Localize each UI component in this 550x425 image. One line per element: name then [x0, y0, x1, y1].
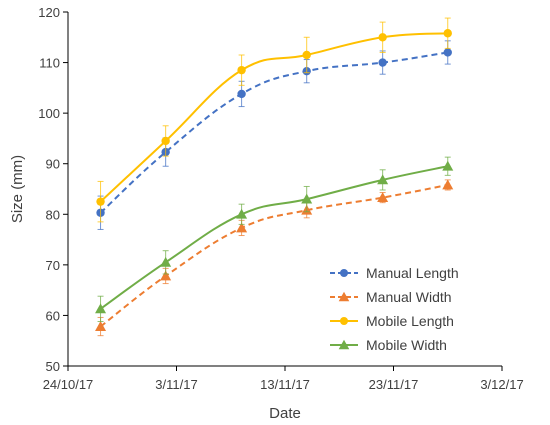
x-tick-label: 13/11/17 [260, 377, 310, 392]
data-point [237, 65, 246, 75]
series-line [99, 165, 448, 310]
series-manual-width [95, 179, 454, 337]
x-tick-label: 24/10/17 [43, 377, 94, 392]
legend-swatch-marker [340, 317, 348, 325]
x-tick-label: 3/11/17 [155, 377, 197, 392]
series-manual-length [96, 40, 452, 230]
series-layer [95, 17, 454, 337]
data-point [378, 58, 387, 67]
data-point [160, 270, 172, 281]
ticks: 50 60 70 80 90 100 110 120 24/10/17 3/11/17 13/11/… [38, 5, 523, 392]
series-line [99, 183, 448, 328]
data-point [237, 89, 246, 99]
y-tick-label: 50 [46, 359, 60, 374]
data-point [442, 160, 454, 171]
legend-label: Mobile Length [366, 313, 454, 329]
data-point [236, 208, 248, 219]
legend-label: Mobile Width [366, 337, 447, 353]
data-point [96, 197, 105, 206]
y-tick-label: 80 [46, 207, 60, 222]
data-point [95, 303, 107, 314]
data-point [378, 33, 387, 42]
data-point [161, 136, 170, 146]
y-axis-title: Size (mm) [9, 155, 26, 223]
data-point [236, 222, 248, 233]
series-line [99, 51, 448, 214]
data-point [377, 174, 389, 185]
legend-swatch-marker [340, 269, 348, 277]
legend-swatch-marker [338, 339, 350, 350]
x-axis-title: Date [269, 405, 301, 422]
data-point [95, 321, 107, 331]
legend-swatch-marker [338, 291, 350, 302]
y-tick-label: 60 [46, 308, 60, 323]
y-tick-label: 100 [38, 106, 60, 121]
data-point [443, 29, 452, 38]
series-mobile-width [95, 156, 454, 322]
legend-item: Manual Width [330, 289, 452, 305]
data-point [302, 50, 311, 60]
data-point [301, 193, 313, 204]
y-tick-label: 110 [39, 56, 60, 71]
legend-label: Manual Length [366, 265, 459, 281]
data-point [377, 192, 389, 202]
x-tick-label: 3/12/17 [480, 377, 523, 392]
y-tick-label: 120 [38, 5, 60, 20]
series-mobile-length [96, 17, 452, 223]
legend-label: Manual Width [366, 289, 452, 305]
legend: Manual Length Manual Width Mobile Length Mo… [330, 265, 459, 353]
y-tick-label: 90 [46, 157, 60, 172]
x-tick-label: 23/11/17 [369, 377, 419, 392]
data-point [160, 256, 172, 267]
y-tick-label: 70 [46, 258, 60, 273]
data-point [443, 48, 452, 57]
data-point [442, 179, 454, 190]
legend-item: Manual Length [330, 265, 459, 281]
legend-item: Mobile Length [330, 313, 454, 329]
legend-item: Mobile Width [330, 337, 447, 353]
